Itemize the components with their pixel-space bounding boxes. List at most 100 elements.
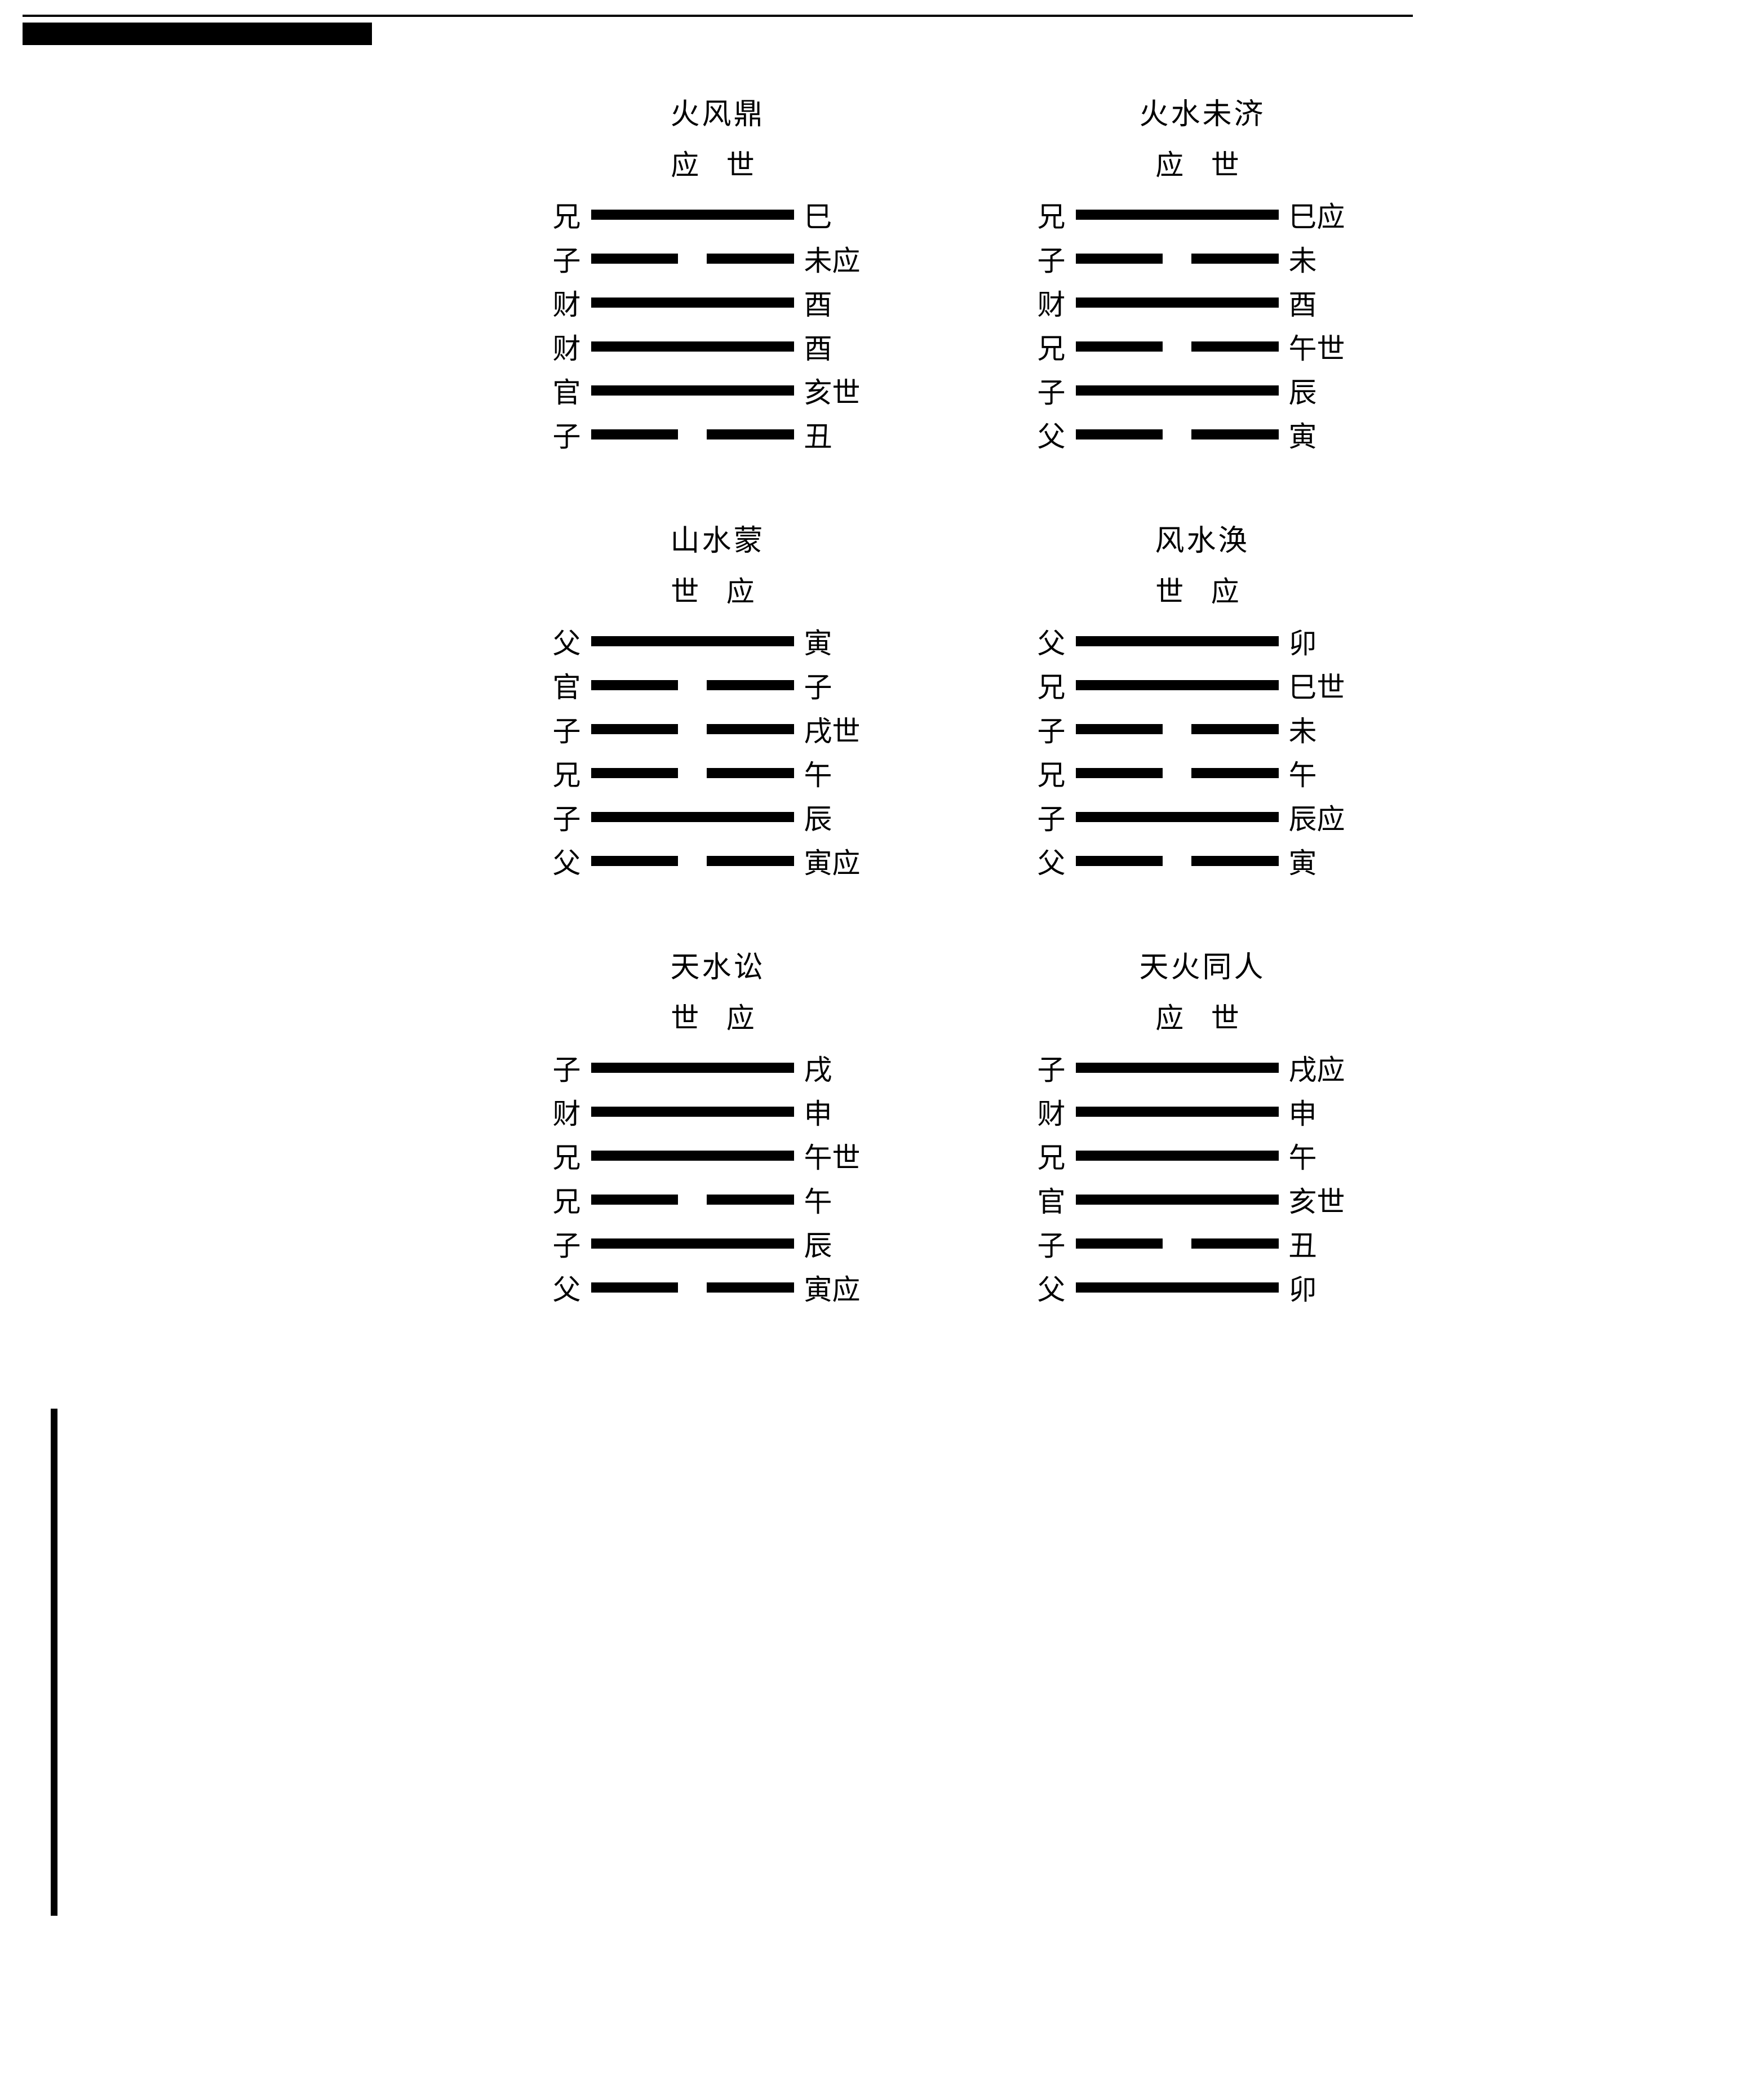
line-left-label: 兄 [552,194,591,235]
yang-line-icon [1076,1063,1279,1073]
line-row: 官亥世 [1036,1185,1369,1214]
left-edge-mark [51,1409,57,1916]
line-right-label: 子 [794,665,884,705]
broken-bar-left [1076,429,1163,439]
line-left-label: 子 [1036,1047,1076,1088]
solid-bar [591,298,794,308]
yin-line-icon [1076,1238,1279,1249]
line-left-label: 子 [552,709,591,749]
line-left-label: 父 [552,621,591,661]
line-row: 兄午 [1036,1141,1369,1170]
hexagram-lines: 兄巳应子未财酉兄午世子辰父寅 [1036,200,1369,449]
line-left-label: 兄 [1036,753,1076,793]
line-left-label: 子 [552,797,591,837]
yang-line-icon [591,812,794,822]
broken-bar-left [1076,341,1163,352]
line-left-label: 子 [1036,370,1076,411]
broken-bar-right [707,1282,794,1293]
line-row: 官亥世 [552,376,884,405]
line-row: 兄午世 [552,1141,884,1170]
line-row: 子辰 [552,802,884,832]
solid-bar [591,1151,794,1161]
line-right-label: 午 [794,753,884,793]
hexagram-grid: 火风鼎应 世兄巳子未应财酉财酉官亥世子丑火水未济应 世兄巳应子未财酉兄午世子辰父… [340,90,1411,1302]
line-right-label: 酉 [794,326,884,367]
line-right-label: 寅应 [794,841,884,881]
broken-bar-left [1076,768,1163,778]
yang-line-icon [1076,1195,1279,1205]
line-right-label: 丑 [1279,1223,1369,1264]
solid-bar [1076,680,1279,690]
line-right-label: 亥世 [1279,1179,1369,1220]
line-right-label: 寅应 [794,1267,884,1308]
line-row: 官子 [552,671,884,700]
line-row: 子戌世 [552,714,884,744]
line-right-label: 未应 [794,238,884,279]
hexagram: 火水未济应 世兄巳应子未财酉兄午世子辰父寅 [994,90,1411,449]
solid-bar [591,636,794,646]
yang-line-icon [1076,812,1279,822]
line-left-label: 父 [1036,414,1076,455]
yang-line-icon [1076,1282,1279,1293]
page-top-rule [23,15,1413,17]
hexagram-subtitle: 应 世 [671,143,765,183]
line-right-label: 巳 [794,194,884,235]
hexagram-subtitle: 世 应 [1155,569,1249,610]
line-left-label: 子 [552,414,591,455]
broken-bar-right [1191,1238,1279,1249]
line-right-label: 辰 [1279,370,1369,411]
yang-line-icon [591,298,794,308]
yin-line-icon [1076,856,1279,866]
line-left-label: 兄 [1036,1135,1076,1176]
top-black-bar [23,23,372,45]
line-right-label: 申 [1279,1091,1369,1132]
broken-bar-left [591,856,679,866]
line-row: 父寅 [1036,846,1369,876]
line-row: 兄午 [552,1185,884,1214]
broken-bar-left [1076,1238,1163,1249]
yang-line-icon [1076,636,1279,646]
yang-line-icon [591,1063,794,1073]
line-left-label: 官 [552,665,591,705]
yang-line-icon [1076,1107,1279,1117]
line-left-label: 官 [1036,1179,1076,1220]
yin-line-icon [591,1282,794,1293]
line-left-label: 兄 [552,753,591,793]
hexagram-title: 山水蒙 [670,517,765,559]
line-right-label: 午 [1279,1135,1369,1176]
yang-line-icon [1076,1151,1279,1161]
hexagram-lines: 父寅官子子戌世兄午子辰父寅应 [552,627,884,876]
hexagram-title: 火水未济 [1139,90,1265,132]
line-row: 财酉 [552,332,884,361]
line-left-label: 财 [552,282,591,323]
hexagram-title: 天火同人 [1139,943,1265,985]
line-right-label: 辰应 [1279,797,1369,837]
hexagram: 天火同人应 世子戌应财申兄午官亥世子丑父卯 [994,943,1411,1302]
line-left-label: 子 [552,238,591,279]
line-left-label: 父 [1036,621,1076,661]
broken-bar-left [1076,254,1163,264]
hexagram: 火风鼎应 世兄巳子未应财酉财酉官亥世子丑 [509,90,927,449]
line-left-label: 财 [1036,1091,1076,1132]
line-right-label: 戌应 [1279,1047,1369,1088]
line-left-label: 子 [1036,238,1076,279]
line-row: 父寅 [552,627,884,656]
yang-line-icon [1076,385,1279,396]
line-row: 财申 [552,1097,884,1126]
line-right-label: 申 [794,1091,884,1132]
line-row: 父卯 [1036,1273,1369,1302]
line-row: 父寅应 [552,1273,884,1302]
broken-bar-right [1191,856,1279,866]
line-row: 财酉 [1036,288,1369,317]
solid-bar [1076,1063,1279,1073]
broken-bar-left [591,680,679,690]
hexagram-lines: 父卯兄巳世子未兄午子辰应父寅 [1036,627,1369,876]
line-right-label: 寅 [1279,841,1369,881]
hexagram-subtitle: 世 应 [671,996,765,1036]
line-row: 子未 [1036,244,1369,273]
line-right-label: 寅 [1279,414,1369,455]
solid-bar [1076,385,1279,396]
line-right-label: 戌 [794,1047,884,1088]
broken-bar-left [591,768,679,778]
line-left-label: 兄 [1036,326,1076,367]
